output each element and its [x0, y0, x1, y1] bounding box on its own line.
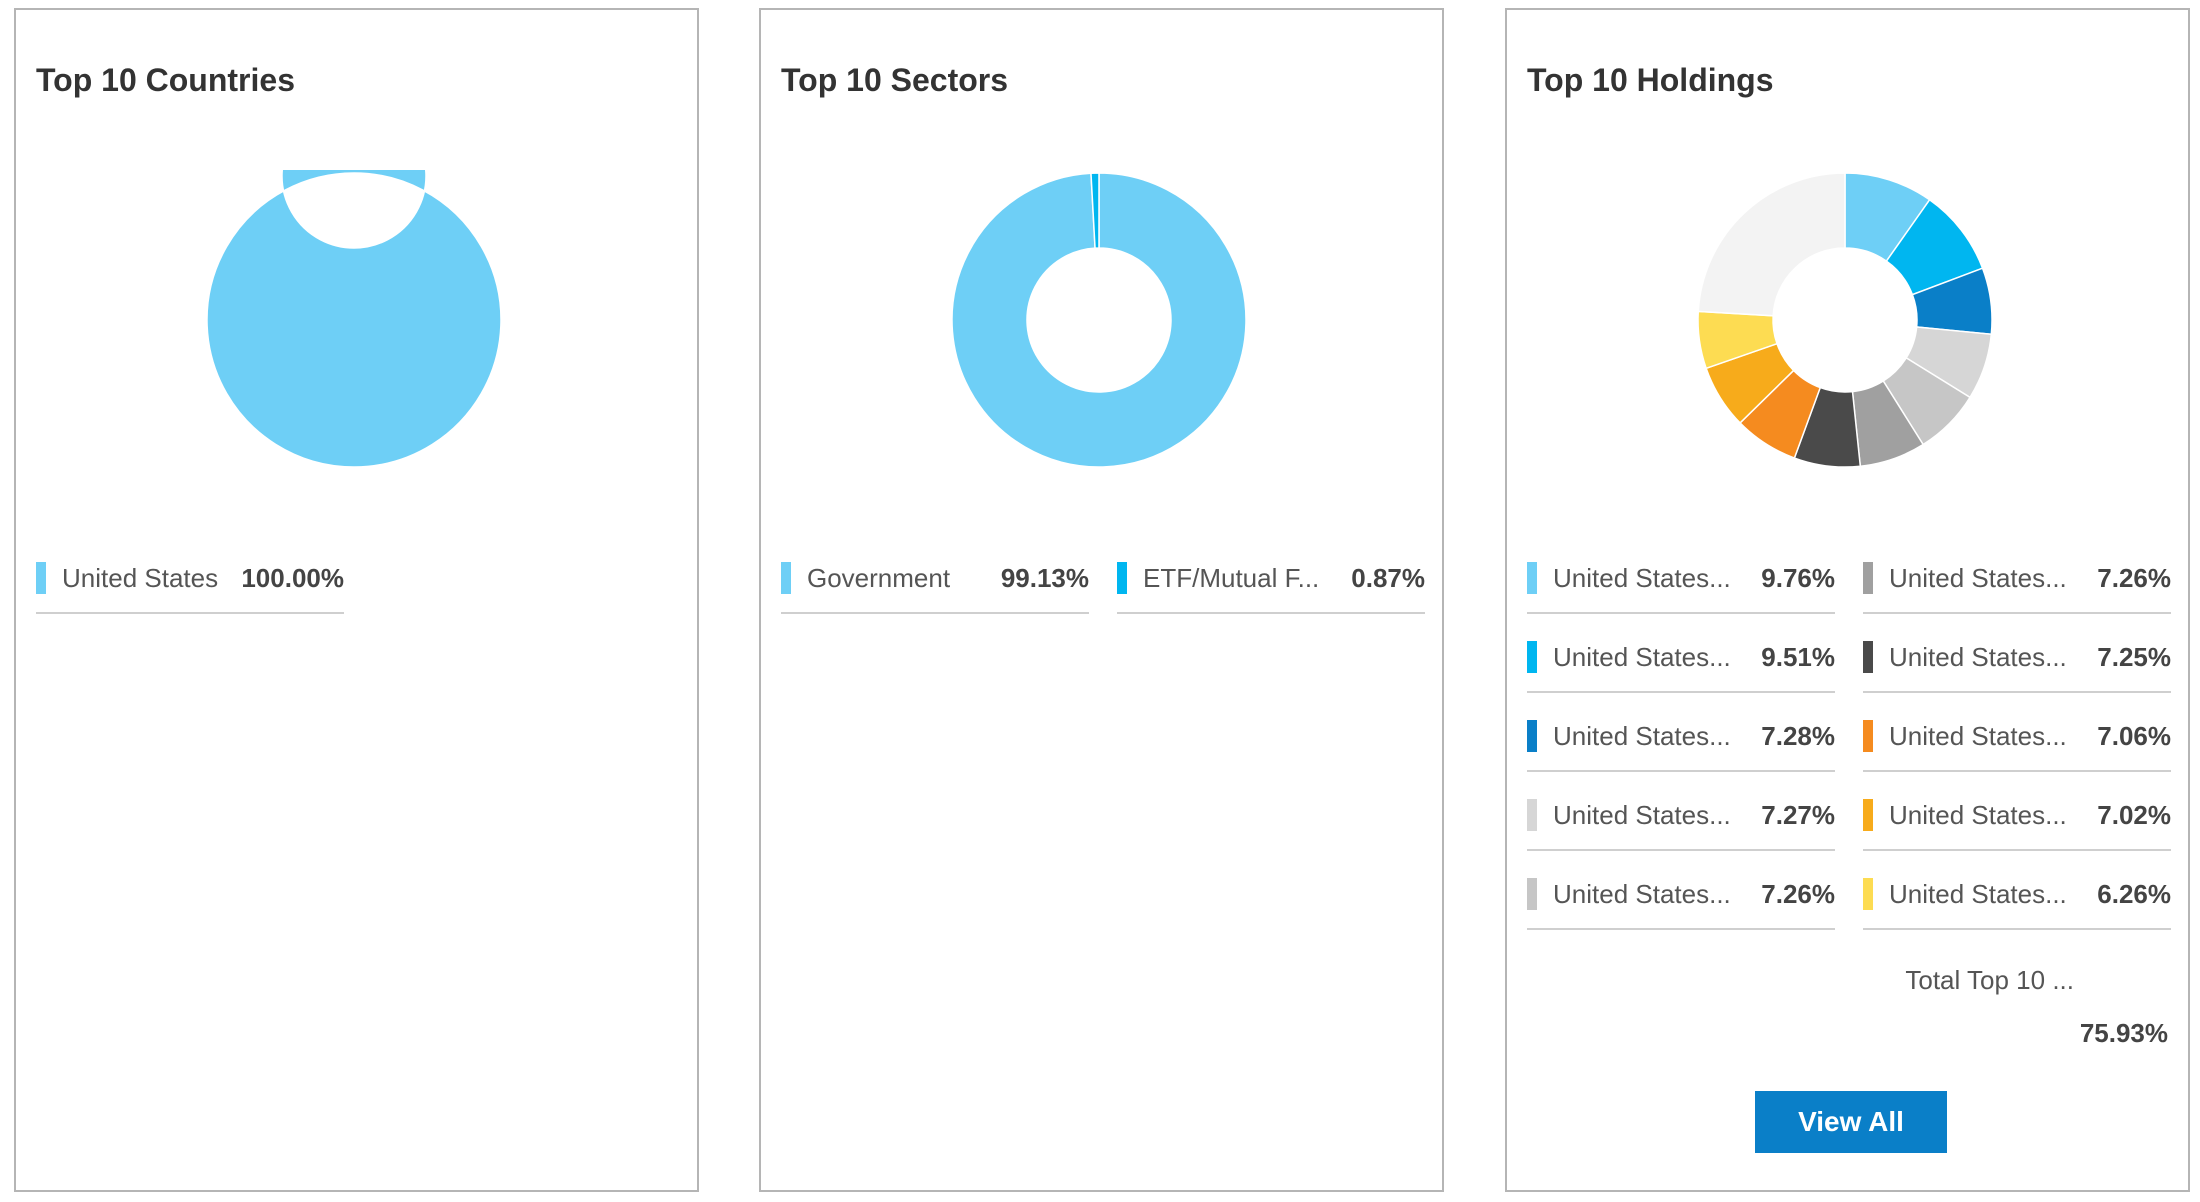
legend-value: 0.87% [1351, 563, 1425, 593]
legend-swatch [1863, 641, 1873, 673]
legend-swatch [1527, 799, 1537, 831]
holdings-donut-chart [1697, 172, 1993, 468]
legend-value: 6.26% [2097, 879, 2171, 909]
donut-slice-11-other[interactable] [1697, 172, 1846, 317]
card-title: Top 10 Countries [36, 62, 295, 98]
legend-item-holding-3: United States... 7.28% [1527, 718, 1835, 772]
legend-value: 9.76% [1761, 563, 1835, 593]
total-top-10-label: Total Top 10 ... [1905, 965, 2074, 995]
legend-swatch [1863, 878, 1873, 910]
legend-item-holding-4: United States... 7.27% [1527, 797, 1835, 851]
legend-item-holding-7: United States... 7.25% [1863, 639, 2171, 693]
holdings-card: Top 10 Holdings United States... 9.76% U… [1505, 8, 2190, 1192]
legend-item-holding-10: United States... 6.26% [1863, 876, 2171, 930]
legend-item-holding-2: United States... 9.51% [1527, 639, 1835, 693]
legend-label: United States... [1553, 800, 1731, 830]
legend-value: 7.25% [2097, 642, 2171, 672]
legend-swatch [1527, 878, 1537, 910]
legend-label: United States... [1889, 642, 2067, 672]
legend-swatch [36, 562, 46, 594]
legend-item-government: Government 99.13% [781, 560, 1089, 614]
legend-label: United States... [1553, 642, 1731, 672]
legend-label: United States... [1889, 563, 2067, 593]
legend-item-holding-1: United States... 9.76% [1527, 560, 1835, 614]
countries-card: Top 10 Countries United States 100.00% [14, 8, 699, 1192]
legend-item-holding-9: United States... 7.02% [1863, 797, 2171, 851]
legend-item-etf-mutual-fund: ETF/Mutual F... 0.87% [1117, 560, 1425, 614]
legend-label: United States [62, 563, 219, 593]
countries-donut-chart [206, 170, 502, 468]
sectors-card: Top 10 Sectors Government 99.13% ETF/Mut… [759, 8, 1444, 1192]
legend-swatch [1527, 641, 1537, 673]
legend-value: 7.02% [2097, 800, 2171, 830]
legend-item-holding-5: United States... 7.26% [1527, 876, 1835, 930]
legend-label: Government [807, 563, 951, 593]
legend-item-united-states: United States 100.00% [36, 560, 344, 614]
legend-swatch [1863, 562, 1873, 594]
donut-slice-1-government[interactable] [951, 172, 1247, 468]
legend-value: 7.26% [2097, 563, 2171, 593]
legend-label: United States... [1889, 879, 2067, 909]
legend-value: 7.26% [1761, 879, 1835, 909]
legend-swatch [1117, 562, 1127, 594]
legend-label: United States... [1553, 563, 1731, 593]
legend-value: 99.13% [1000, 563, 1089, 593]
legend-value: 7.06% [2097, 721, 2171, 751]
legend-label: United States... [1889, 800, 2067, 830]
legend-swatch [781, 562, 791, 594]
legend-swatch [1527, 720, 1537, 752]
legend-label: United States... [1553, 879, 1731, 909]
legend-value: 100.00% [241, 563, 344, 593]
legend-label: ETF/Mutual F... [1143, 563, 1320, 593]
legend-value: 9.51% [1761, 642, 1835, 672]
legend-item-holding-6: United States... 7.26% [1863, 560, 2171, 614]
legend-swatch [1863, 720, 1873, 752]
sectors-donut-chart [951, 172, 1247, 468]
card-title: Top 10 Sectors [781, 62, 1009, 98]
legend-item-holding-8: United States... 7.06% [1863, 718, 2171, 772]
card-title: Top 10 Holdings [1527, 62, 1774, 98]
donut-slice-1-united-states[interactable] [206, 170, 502, 468]
legend-swatch [1527, 562, 1537, 594]
donut-slice-2-etf-mutual-f[interactable] [1090, 172, 1100, 249]
total-top-10-value: 75.93% [2079, 1018, 2168, 1048]
legend-label: United States... [1889, 721, 2067, 751]
legend-value: 7.27% [1761, 800, 1835, 830]
legend-swatch [1863, 799, 1873, 831]
legend-label: United States... [1553, 721, 1731, 751]
view-all-button[interactable]: View All [1755, 1091, 1947, 1153]
legend-value: 7.28% [1761, 721, 1835, 751]
